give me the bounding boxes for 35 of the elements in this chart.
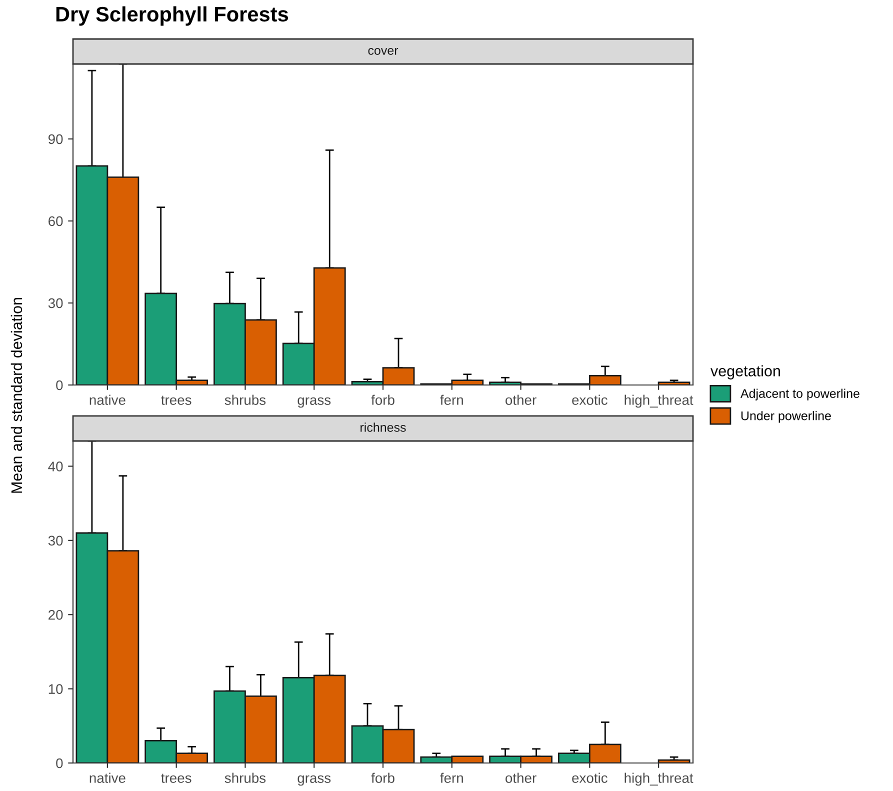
x-tick-label: other: [506, 772, 536, 783]
legend-label: Adjacent to powerline: [740, 388, 860, 400]
x-tick-label: forb: [371, 772, 394, 783]
x-tick-label: trees: [161, 774, 192, 783]
x-tick-label: shrubs: [224, 394, 266, 405]
x-tick-label: high_threat: [624, 772, 694, 786]
x-tick-label: native: [90, 394, 126, 405]
x-tick-label: other: [506, 394, 536, 405]
y-tick-label: 60: [48, 216, 63, 226]
y-tick-label: 0: [56, 380, 63, 390]
chart-subtitle: richness: [360, 422, 406, 432]
x-tick-label: exotic: [572, 394, 608, 405]
y-tick-label: 20: [48, 610, 63, 620]
y-tick-label: 10: [48, 684, 63, 694]
y-tick-label: 40: [48, 462, 63, 472]
x-tick-label: grass: [298, 397, 331, 408]
y-tick-label: 90: [48, 134, 63, 144]
y-tick-label: 30: [48, 298, 63, 308]
x-tick-label: forb: [371, 394, 394, 405]
y-tick-label: 0: [56, 758, 63, 768]
x-tick-label: shrubs: [224, 772, 266, 783]
legend-label: Under powerline: [741, 411, 831, 423]
x-tick-label: grass: [298, 775, 331, 786]
x-tick-label: exotic: [572, 772, 608, 783]
x-tick-label: fern: [440, 394, 463, 405]
x-tick-label: fern: [440, 772, 463, 783]
chart-subtitle: cover: [368, 48, 398, 55]
y-axis-title: Mean and standard deviation: [10, 298, 22, 493]
legend-title: vegetation: [710, 365, 780, 380]
x-tick-label: trees: [161, 396, 192, 405]
x-tick-label: native: [90, 772, 126, 783]
y-tick-label: 30: [48, 536, 63, 546]
chart-title: Dry Sclerophyll Forests: [56, 6, 288, 26]
x-tick-label: high_threat: [624, 394, 694, 408]
bar: [658, 382, 690, 385]
